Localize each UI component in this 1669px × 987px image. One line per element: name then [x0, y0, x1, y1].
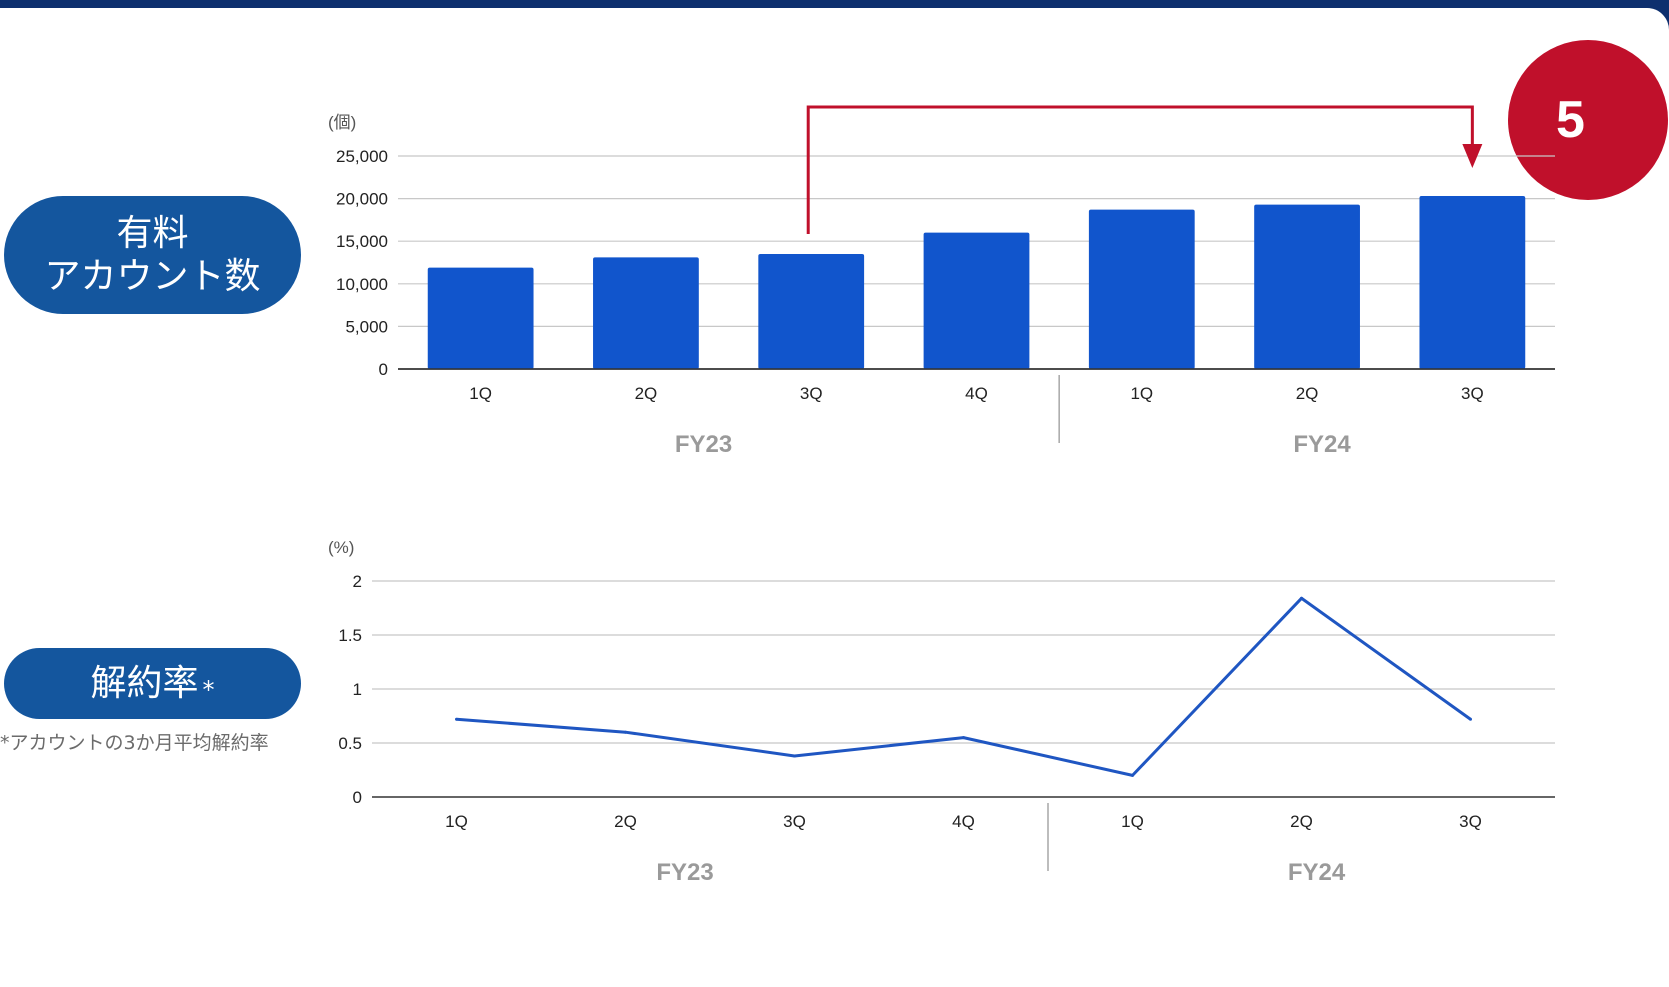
x-group-label: FY24 [1288, 859, 1346, 886]
data-point [793, 754, 796, 758]
x-tick-label: 2Q [1296, 384, 1319, 403]
x-tick-label: 3Q [800, 384, 823, 403]
paid-accounts-label-line1: 有料 [116, 212, 189, 254]
y-tick-label: 20,000 [336, 190, 388, 209]
data-point [1131, 773, 1134, 777]
x-tick-label: 3Q [1459, 812, 1482, 831]
x-tick-label: 3Q [783, 812, 806, 831]
bar [1254, 204, 1360, 369]
x-tick-label: 2Q [635, 384, 658, 403]
y-tick-label: 1.5 [338, 626, 362, 645]
growth-arrow-head [1462, 144, 1483, 169]
x-tick-label: 2Q [614, 812, 637, 831]
data-point [624, 730, 627, 734]
paid-accounts-bar-chart: (個) 0 5,000 10,000 15,000 20,000 25,000 1Q 2Q 3Q 4… [328, 105, 1555, 458]
content-panel: 有料 アカウント数 解約率 * *アカウントの3か月平均解約率 5 (個) 0 5,… [0, 8, 1669, 987]
bar [923, 232, 1030, 369]
churn-rate-footnote: *アカウントの3か月平均解約率 [0, 732, 269, 754]
y-axis-unit-label: (個) [328, 113, 356, 132]
churn-rate-series-line [456, 596, 1472, 777]
x-tick-label: 4Q [965, 384, 988, 403]
x-tick-label: 1Q [469, 384, 492, 403]
bar [1088, 209, 1195, 369]
growth-arrow-line [806, 105, 1474, 234]
x-tick-label: 2Q [1290, 812, 1313, 831]
x-tick-label: 1Q [1121, 812, 1144, 831]
y-tick-label: 15,000 [336, 232, 388, 251]
bar [1419, 196, 1526, 369]
y-tick-label: 0 [379, 360, 388, 379]
churn-rate-line-chart: (%) 0 0.5 1 1.5 2 1Q 2Q 3Q 4Q 1Q 2Q 3Q FY23 FY24 [328, 538, 1555, 886]
x-group-label: FY24 [1293, 431, 1351, 458]
x-group-label: FY23 [656, 859, 713, 886]
data-point [1300, 596, 1303, 600]
bar [427, 267, 534, 369]
y-tick-label: 2 [353, 572, 362, 591]
y-tick-label: 0.5 [338, 734, 362, 753]
x-tick-label: 4Q [952, 812, 975, 831]
paid-accounts-label-pill: 有料 アカウント数 [4, 196, 301, 314]
highlight-badge: 5 [1508, 40, 1668, 200]
x-tick-label: 1Q [1130, 384, 1153, 403]
x-tick-label: 3Q [1461, 384, 1484, 403]
paid-accounts-label-line2: アカウント数 [44, 256, 261, 297]
churn-rate-label-pill: 解約率 * [4, 648, 301, 719]
bar [593, 257, 699, 369]
data-point [1469, 717, 1472, 721]
data-point [455, 717, 458, 721]
y-axis-unit-label: (%) [328, 538, 354, 557]
x-group-label: FY23 [675, 431, 732, 458]
y-tick-label: 0 [353, 788, 362, 807]
y-tick-label: 25,000 [336, 147, 388, 166]
y-tick-label: 10,000 [336, 275, 388, 294]
bar [758, 253, 865, 369]
highlight-badge-text: 5 [1556, 91, 1585, 149]
y-tick-label: 5,000 [345, 317, 388, 336]
x-tick-label: 1Q [445, 812, 468, 831]
churn-rate-label: 解約率 [90, 662, 199, 704]
data-point [962, 736, 965, 740]
churn-rate-asterisk: * [202, 676, 215, 705]
y-tick-label: 1 [353, 680, 362, 699]
